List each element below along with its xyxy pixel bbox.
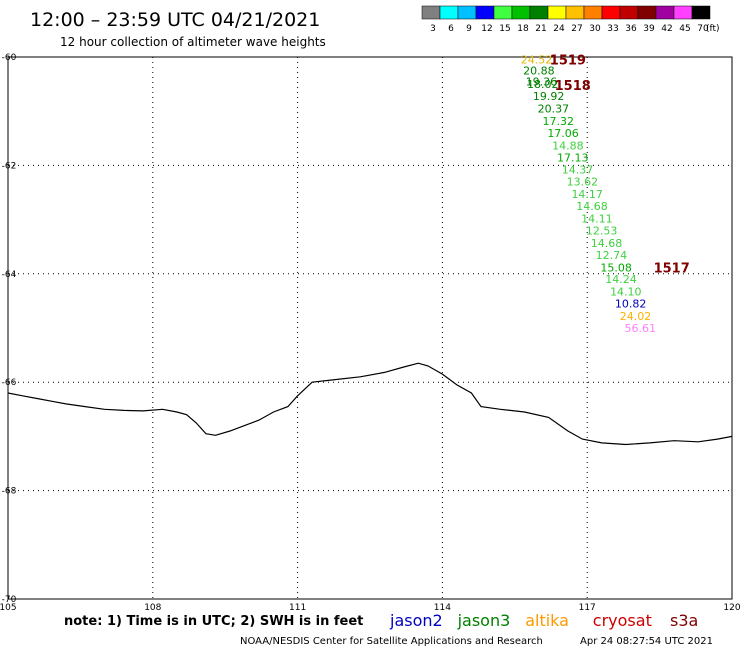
- wave-height-label: 17.32: [542, 115, 574, 128]
- wave-height-label: 19.92: [533, 90, 565, 103]
- legend-label: 42: [661, 24, 672, 34]
- legend-label: 3: [430, 24, 436, 34]
- wave-height-label: 56.61: [625, 322, 657, 335]
- x-tick-label: 120: [723, 603, 740, 613]
- x-tick-label: 114: [434, 603, 451, 613]
- x-tick-label: 117: [579, 603, 596, 613]
- plot-frame: [7, 56, 733, 600]
- legend-label: 33: [607, 24, 618, 34]
- legend-swatch: [475, 5, 495, 20]
- wave-height-label: 15.08: [600, 261, 632, 274]
- legend-swatch: [457, 5, 477, 20]
- satellite-s3a: s3a: [670, 611, 698, 630]
- legend-label: 36: [625, 24, 637, 34]
- legend-label: 24: [553, 24, 565, 34]
- wave-height-label: 14.68: [576, 200, 608, 213]
- wave-height-label: 24.52: [521, 54, 553, 67]
- wave-height-label: 14.24: [605, 273, 637, 286]
- legend-label: 45: [679, 24, 690, 34]
- wave-height-label: 10.82: [615, 298, 647, 311]
- satellite-altika: altika: [525, 611, 569, 630]
- wave-height-label: 18.02: [527, 78, 559, 91]
- wave-height-label: 13.62: [567, 176, 599, 189]
- chart-subtitle: 12 hour collection of altimeter wave hei…: [60, 35, 326, 49]
- wave-height-label: 14.11: [581, 213, 613, 226]
- wave-height-label: 14.68: [591, 237, 623, 250]
- track-time-label: 1517: [654, 261, 690, 276]
- track-time-label: 1518: [555, 79, 591, 94]
- track-annotations: 1519 1518 1517: [550, 54, 690, 277]
- wave-height-label: 24.02: [620, 310, 652, 323]
- chart-title: 12:00 – 23:59 UTC 04/21/2021: [30, 9, 320, 31]
- wave-height-labels: 24.5220.8819.3618.0219.9220.3717.3217.06…: [521, 54, 656, 335]
- y-tick-label: -68: [2, 487, 17, 497]
- legend-label: 18: [517, 24, 529, 34]
- wave-height-label: 19.36: [526, 75, 558, 88]
- wave-height-label: 20.88: [523, 65, 555, 78]
- axis-tick-labels: 105 108 111 114 117 120 -60 -62 -64 -66 -68 -70: [0, 53, 740, 613]
- grid-lines: [8, 57, 732, 599]
- legend-label: 30: [589, 24, 601, 34]
- wave-height-label: 12.74: [596, 249, 628, 262]
- track-time-label: 1519: [550, 54, 586, 69]
- x-tick-label: 111: [289, 603, 306, 613]
- legend-label: 21: [535, 24, 546, 34]
- satellite-legend: jason2 jason3 altika cryosat s3a: [389, 611, 698, 630]
- legend-swatch: [637, 5, 657, 20]
- y-tick-label: -70: [2, 595, 17, 605]
- color-legend: 3 6 9 12 15 18 21 24 27 30 33 36 39 42 45 70(ft): [421, 5, 720, 34]
- x-tick-label: 108: [144, 603, 161, 613]
- wave-height-label: 14.37: [562, 164, 594, 177]
- legend-swatch: [619, 5, 639, 20]
- wave-height-label: 17.13: [557, 151, 589, 164]
- wave-height-label: 14.17: [571, 188, 603, 201]
- coastline: [7, 362, 733, 446]
- legend-swatch: [673, 5, 693, 20]
- satellite-cryosat: cryosat: [593, 611, 652, 630]
- wave-height-label: 20.37: [538, 102, 570, 115]
- legend-swatch: [583, 5, 603, 20]
- legend-label: 27: [571, 24, 582, 34]
- legend-swatch: [601, 5, 621, 20]
- legend-swatch: [655, 5, 675, 20]
- footer-note: note: 1) Time is in UTC; 2) SWH is in fe…: [64, 614, 363, 629]
- legend-swatch: [493, 5, 513, 20]
- timestamp-text: Apr 24 08:27:54 UTC 2021: [580, 636, 713, 647]
- wave-height-label: 14.88: [552, 139, 584, 152]
- wave-height-label: 17.06: [547, 127, 579, 140]
- legend-swatch: [511, 5, 531, 20]
- y-tick-label: -60: [2, 53, 17, 63]
- satellite-jason2: jason2: [389, 611, 443, 630]
- credit-text: NOAA/NESDIS Center for Satellite Applica…: [240, 636, 543, 647]
- legend-swatch: [691, 5, 711, 20]
- legend-label: 9: [466, 24, 472, 34]
- x-tick-label: 105: [0, 603, 17, 613]
- wave-height-label: 12.53: [586, 224, 618, 237]
- y-tick-label: -64: [2, 270, 17, 280]
- legend-swatch: [421, 5, 441, 20]
- wave-height-label: 14.10: [610, 286, 642, 299]
- legend-label: 6: [448, 24, 454, 34]
- legend-swatch: [547, 5, 567, 20]
- y-tick-label: -62: [2, 161, 17, 171]
- legend-swatch: [439, 5, 459, 20]
- legend-label: 70: [697, 24, 709, 34]
- legend-label: 15: [499, 24, 510, 34]
- satellite-jason3: jason3: [457, 611, 511, 630]
- legend-unit: (ft): [706, 24, 720, 34]
- legend-swatch: [565, 5, 585, 20]
- legend-label: 39: [643, 24, 655, 34]
- y-tick-label: -66: [2, 378, 17, 388]
- legend-swatch: [529, 5, 549, 20]
- legend-label: 12: [481, 24, 492, 34]
